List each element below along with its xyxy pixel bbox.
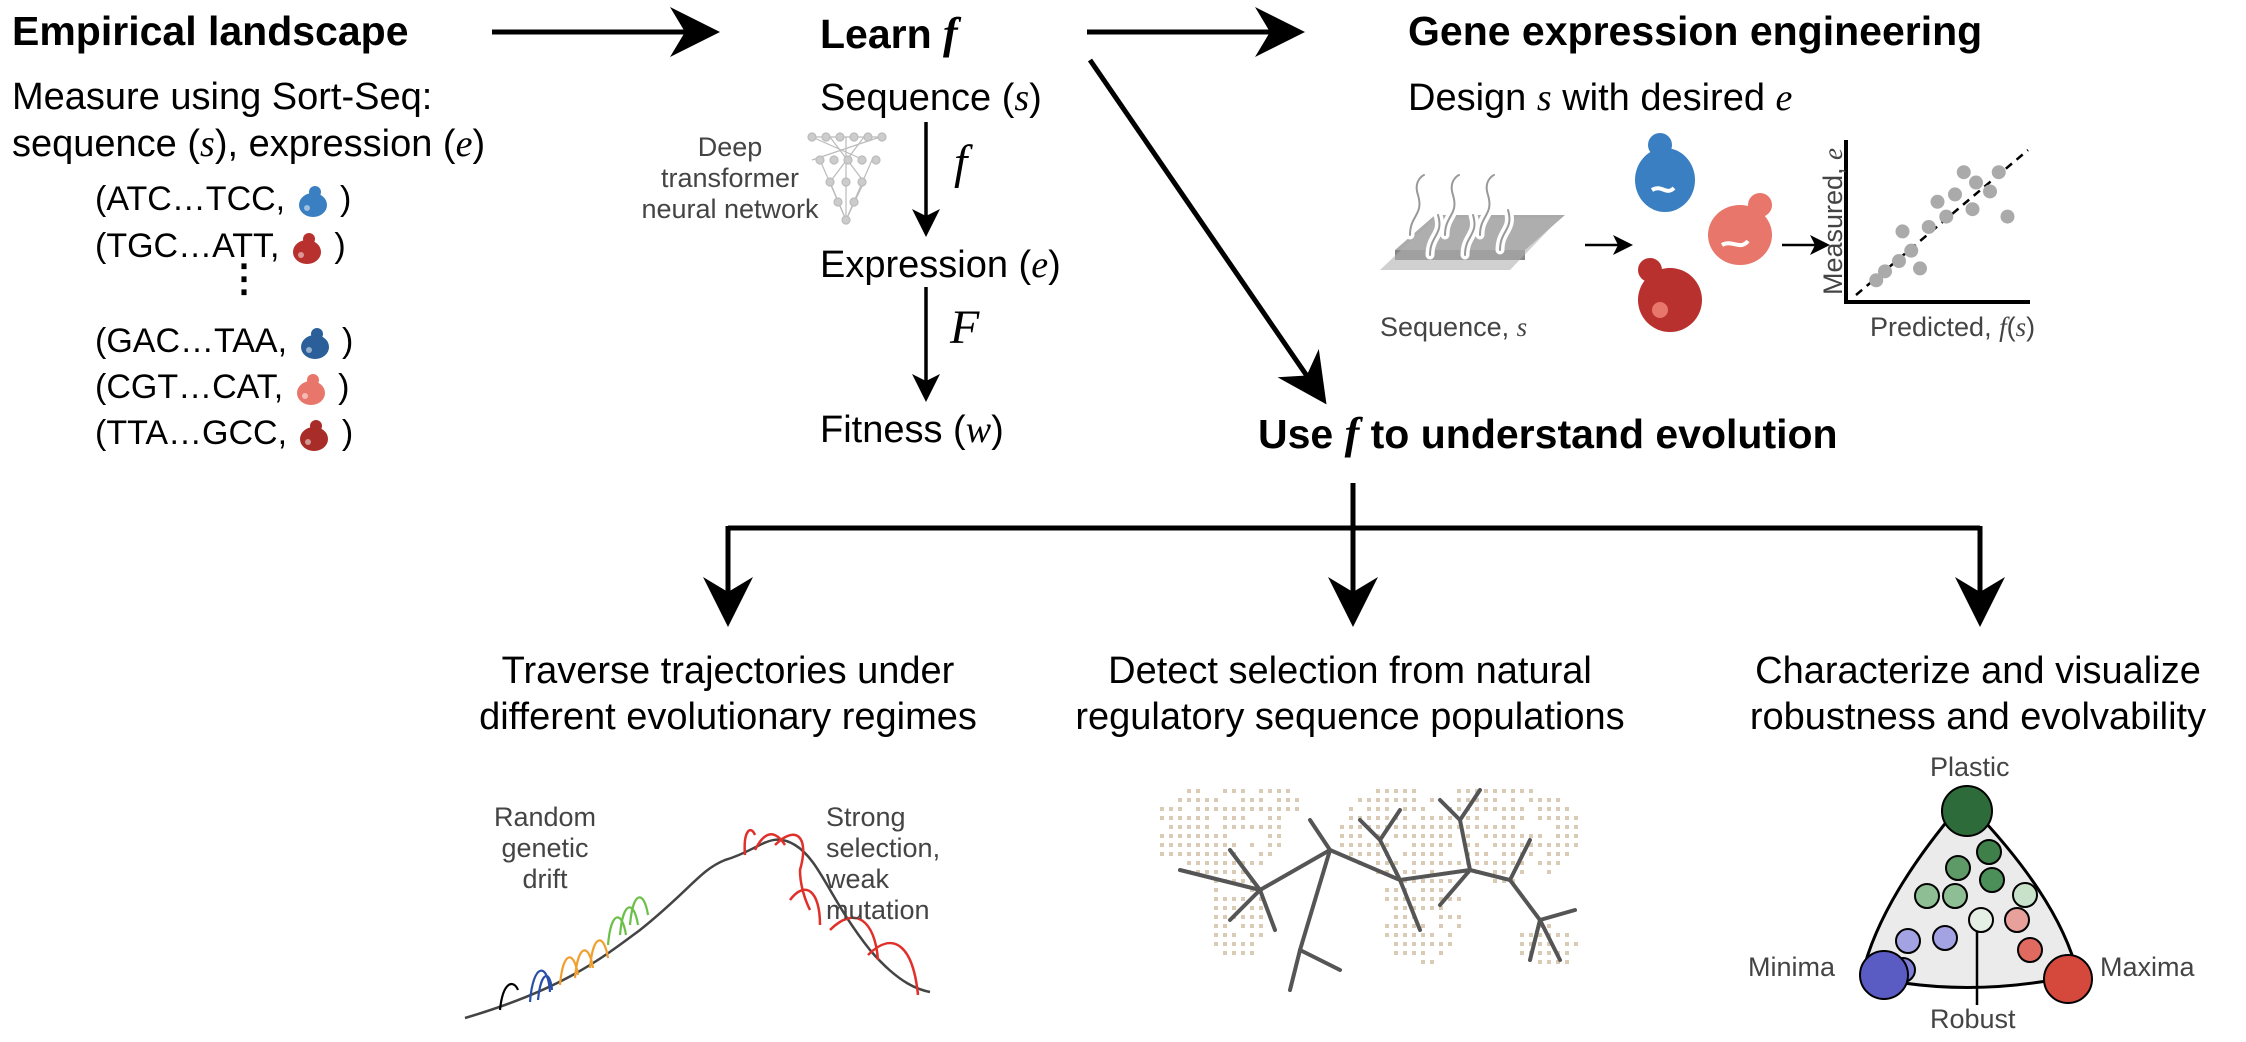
branch-connector [728, 483, 1980, 531]
scatter-point [1904, 243, 1919, 258]
selection-arcs [743, 829, 920, 996]
empirical-title: Empirical landscape [12, 8, 409, 54]
yeast-cell-salmon [1708, 193, 1772, 265]
network-label: Deep transformer neural network [641, 132, 819, 224]
pair-row: (TTA…GCC, ) [95, 414, 354, 452]
phylogenetic-tree [1178, 788, 1577, 992]
learn-title: Learn f [820, 9, 958, 58]
world-map-dots [1160, 789, 1578, 964]
yeast-cell-red [1638, 258, 1702, 332]
triangle-nodes [1859, 785, 2093, 1004]
scatter-point [1930, 194, 1945, 209]
arrow-learn-to-evolution [1087, 58, 1327, 405]
panel-traverse-title: Traverse trajectories under different evo… [479, 650, 977, 738]
F-label: F [950, 301, 980, 354]
scatter-point [1983, 184, 1997, 199]
yeast-cell-icon [296, 374, 325, 406]
drift-label: Random genetic drift [493, 802, 597, 894]
panel-characterize-title: Characterize and visualize robustness and… [1749, 650, 2207, 738]
triangle-label-maxima: Maxima [2100, 952, 2195, 982]
scatter-point [1965, 202, 1980, 217]
learn-fitness: Fitness (w) [820, 409, 1004, 451]
yeast-cell-icon [300, 420, 329, 452]
engineering-title: Gene expression engineering [1408, 8, 1983, 54]
pair-sequence: (TTA…GCC, [95, 414, 297, 452]
scatter-point [1892, 254, 1906, 268]
yeast-cell-icon [298, 186, 327, 218]
yeast-cell-icon [300, 328, 329, 360]
strong-selection-label: Strong selection, weak mutation [826, 802, 941, 925]
pair-sequence: (TGC…ATT, [95, 227, 289, 265]
learn-sequence: Sequence (s) [820, 77, 1042, 119]
scatter-points [1869, 165, 2015, 288]
empirical-line2: sequence (s), expression (e) [12, 123, 486, 165]
sequence-caption: Sequence, s [1380, 312, 1528, 342]
pair-sequence: (ATC…TCC, [95, 180, 295, 218]
evolution-title: Use f to understand evolution [1258, 409, 1838, 458]
scatter-point [1956, 165, 1971, 180]
engineering-subtitle: Design s with desired e [1408, 77, 1793, 119]
scatter-point [2000, 209, 2015, 224]
vertical-ellipsis: ⋮ [225, 258, 263, 300]
empirical-line1: Measure using Sort-Seq: [12, 76, 433, 118]
drift-arcs [498, 896, 650, 1011]
scatter-axes [1844, 140, 2030, 304]
dna-plate-illustration [1380, 170, 1565, 270]
scatter-point [1878, 264, 1892, 279]
pair-sequence: (CGT…CAT, [95, 368, 293, 406]
scatter-point [1913, 261, 1927, 276]
scatter-point [1895, 224, 1910, 239]
triangle-label-plastic: Plastic [1930, 752, 2010, 782]
pair-row: (TGC…ATT, ) [95, 227, 346, 265]
triangle-label-robust: Robust [1930, 1004, 2016, 1034]
scatter-point [1948, 187, 1962, 202]
pair-row: (ATC…TCC, ) [95, 180, 352, 218]
pair-row: (GAC…TAA, ) [95, 322, 354, 360]
neural-network-icon [807, 132, 887, 225]
learn-expression: Expression (e) [820, 244, 1061, 286]
yeast-cell-blue [1635, 133, 1695, 212]
scatter-point [1921, 219, 1936, 234]
triangle-label-minima: Minima [1748, 952, 1836, 982]
scatter-point [1869, 273, 1884, 288]
scatter-point [1969, 175, 1983, 190]
landscape-curve [464, 838, 931, 1020]
scatter-y-axis-label: Measured, e [1818, 147, 1849, 296]
panel-detect-title: Detect selection from natural regulatory … [1075, 650, 1625, 738]
pair-sequence: (GAC…TAA, [95, 322, 297, 360]
yeast-cell-icon [292, 233, 321, 265]
scatter-point [1939, 209, 1954, 224]
scatter-x-axis-label: Predicted, f(s) [1870, 312, 2036, 342]
pair-row: (CGT…CAT, ) [95, 368, 350, 406]
f-label: f [954, 136, 968, 189]
scatter-point [1991, 165, 2006, 180]
